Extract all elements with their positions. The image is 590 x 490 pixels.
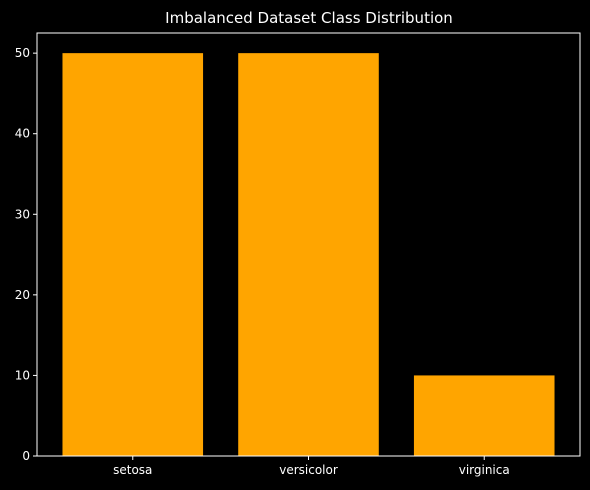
- x-tick-label-setosa: setosa: [113, 463, 152, 477]
- bar-setosa: [62, 53, 204, 456]
- chart-title: Imbalanced Dataset Class Distribution: [165, 9, 453, 27]
- y-tick-label: 30: [15, 207, 30, 221]
- axes-layer: 0 10 20 30 40 50 setosa versicolor virginica: [15, 32, 581, 477]
- y-tick-label: 40: [15, 127, 30, 141]
- x-tick-label-versicolor: versicolor: [279, 463, 338, 477]
- bars-layer: [62, 53, 555, 456]
- bar-versicolor: [238, 53, 379, 456]
- y-tick-label: 0: [22, 449, 30, 463]
- x-tick-label-virginica: virginica: [459, 463, 510, 477]
- y-tick-label: 50: [15, 46, 30, 60]
- y-tick-label: 10: [15, 368, 30, 382]
- bar-virginica: [413, 375, 555, 456]
- y-tick-label: 20: [15, 288, 30, 302]
